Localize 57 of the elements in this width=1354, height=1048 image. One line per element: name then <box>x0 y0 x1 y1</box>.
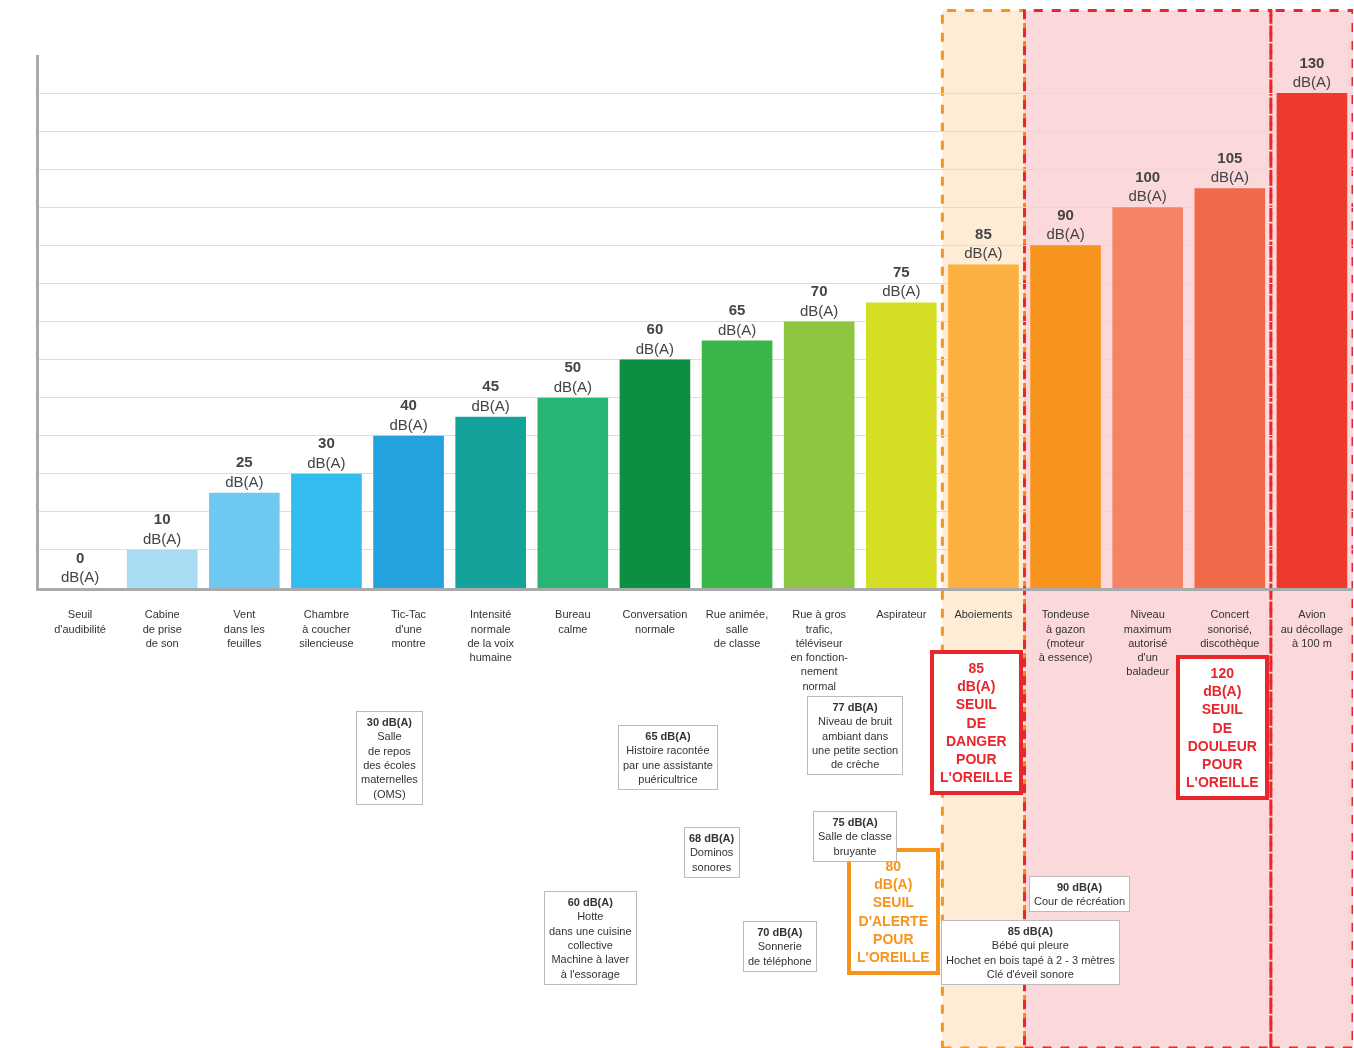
data-label: 30 dB(A) <box>307 434 346 471</box>
data-label: 50 dB(A) <box>553 358 592 395</box>
bar <box>209 492 280 588</box>
data-label: 105 dB(A) <box>1210 148 1249 186</box>
x-tick-label: Conversation normale <box>622 608 688 635</box>
x-tick-label: Aspirateur <box>876 608 927 621</box>
bar <box>1112 207 1183 588</box>
x-tick-label: Rue animée, salle de classe <box>705 608 769 649</box>
x-tick-label: Tondeuse à gazon (moteur à essence) <box>1038 608 1093 664</box>
x-tick-label: Bureau calme <box>555 608 591 635</box>
data-label: 45 dB(A) <box>471 377 510 414</box>
x-tick-label: Cabine de prise de son <box>142 608 182 649</box>
band-label: 85 dB(A) SEUIL DE DANGER POUR L'OREILLE <box>940 660 1013 786</box>
bar <box>619 359 691 588</box>
bar <box>126 549 198 588</box>
data-label: 10 dB(A) <box>143 510 182 547</box>
x-tick-label: Chambre à coucher silencieuse <box>299 608 354 649</box>
x-tick-label: Rue à gros trafic, téléviseur en fonction- nement normal <box>790 608 849 692</box>
x-tick-label: Aboiements <box>954 608 1013 621</box>
data-label: 0 dB(A) <box>60 548 100 585</box>
x-tick-label: Seuil d'audibilité <box>54 608 106 635</box>
bar <box>783 321 855 588</box>
band-label: 120 dB(A) SEUIL DE DOULEUR POUR L'OREILLE <box>1186 665 1259 791</box>
data-label: 60 dB(A) <box>635 320 675 357</box>
x-tick-label: Niveau maximum autorisé d'un baladeur <box>1123 608 1172 678</box>
x-tick-label: Intensité normale de la voix humaine <box>467 608 515 664</box>
data-label: 65 dB(A) <box>717 301 757 338</box>
text: 65 dB(A) Histoire racontée par une assistante puéricultrice <box>623 730 713 785</box>
data-label: 25 dB(A) <box>225 453 264 490</box>
bar <box>1194 188 1266 588</box>
x-tick-label: Vent dans les feuilles <box>223 608 266 649</box>
data-label: 100 dB(A) <box>1128 167 1167 205</box>
x-tick-label: Tic-Tac d'une montre <box>391 608 427 649</box>
data-label: 90 dB(A) <box>1046 205 1085 243</box>
bar <box>866 302 937 588</box>
text: 77 dB(A) Niveau de bruit ambiant dans une petite section de crèche <box>812 701 899 771</box>
text: 60 dB(A) Hotte dans une cuisine collective Machine à laver à l'essorage <box>549 896 632 980</box>
bar <box>373 435 444 588</box>
data-label: 40 dB(A) <box>389 396 428 433</box>
text: 75 dB(A) Salle de classe bruyante <box>818 816 892 857</box>
bar <box>455 416 526 588</box>
text: 90 dB(A) Cour de récréation <box>1034 881 1126 908</box>
text: 68 dB(A) Dominos sonores <box>689 832 735 873</box>
bar <box>537 397 609 588</box>
x-tick-label: Avion au décollage à 100 m <box>1280 608 1344 649</box>
bar <box>948 264 1019 588</box>
bar <box>1030 245 1101 588</box>
data-label: 130 dB(A) <box>1292 53 1332 91</box>
text: 85 dB(A) Bébé qui pleure Hochet en bois tapé à 2 - 3 mètres Clé d'éveil sonore <box>946 925 1116 980</box>
text: 30 dB(A) Salle de repos des écoles maternelles (OMS) <box>361 716 419 800</box>
bar <box>291 473 362 588</box>
text: 70 dB(A) Sonnerie de téléphone <box>748 926 812 967</box>
data-label: 70 dB(A) <box>800 282 839 319</box>
x-tick-label: Concert sonorisé, discothèque <box>1200 608 1260 649</box>
data-label: 85 dB(A) <box>964 224 1003 262</box>
bar <box>701 340 773 588</box>
data-label: 75 dB(A) <box>882 262 921 300</box>
